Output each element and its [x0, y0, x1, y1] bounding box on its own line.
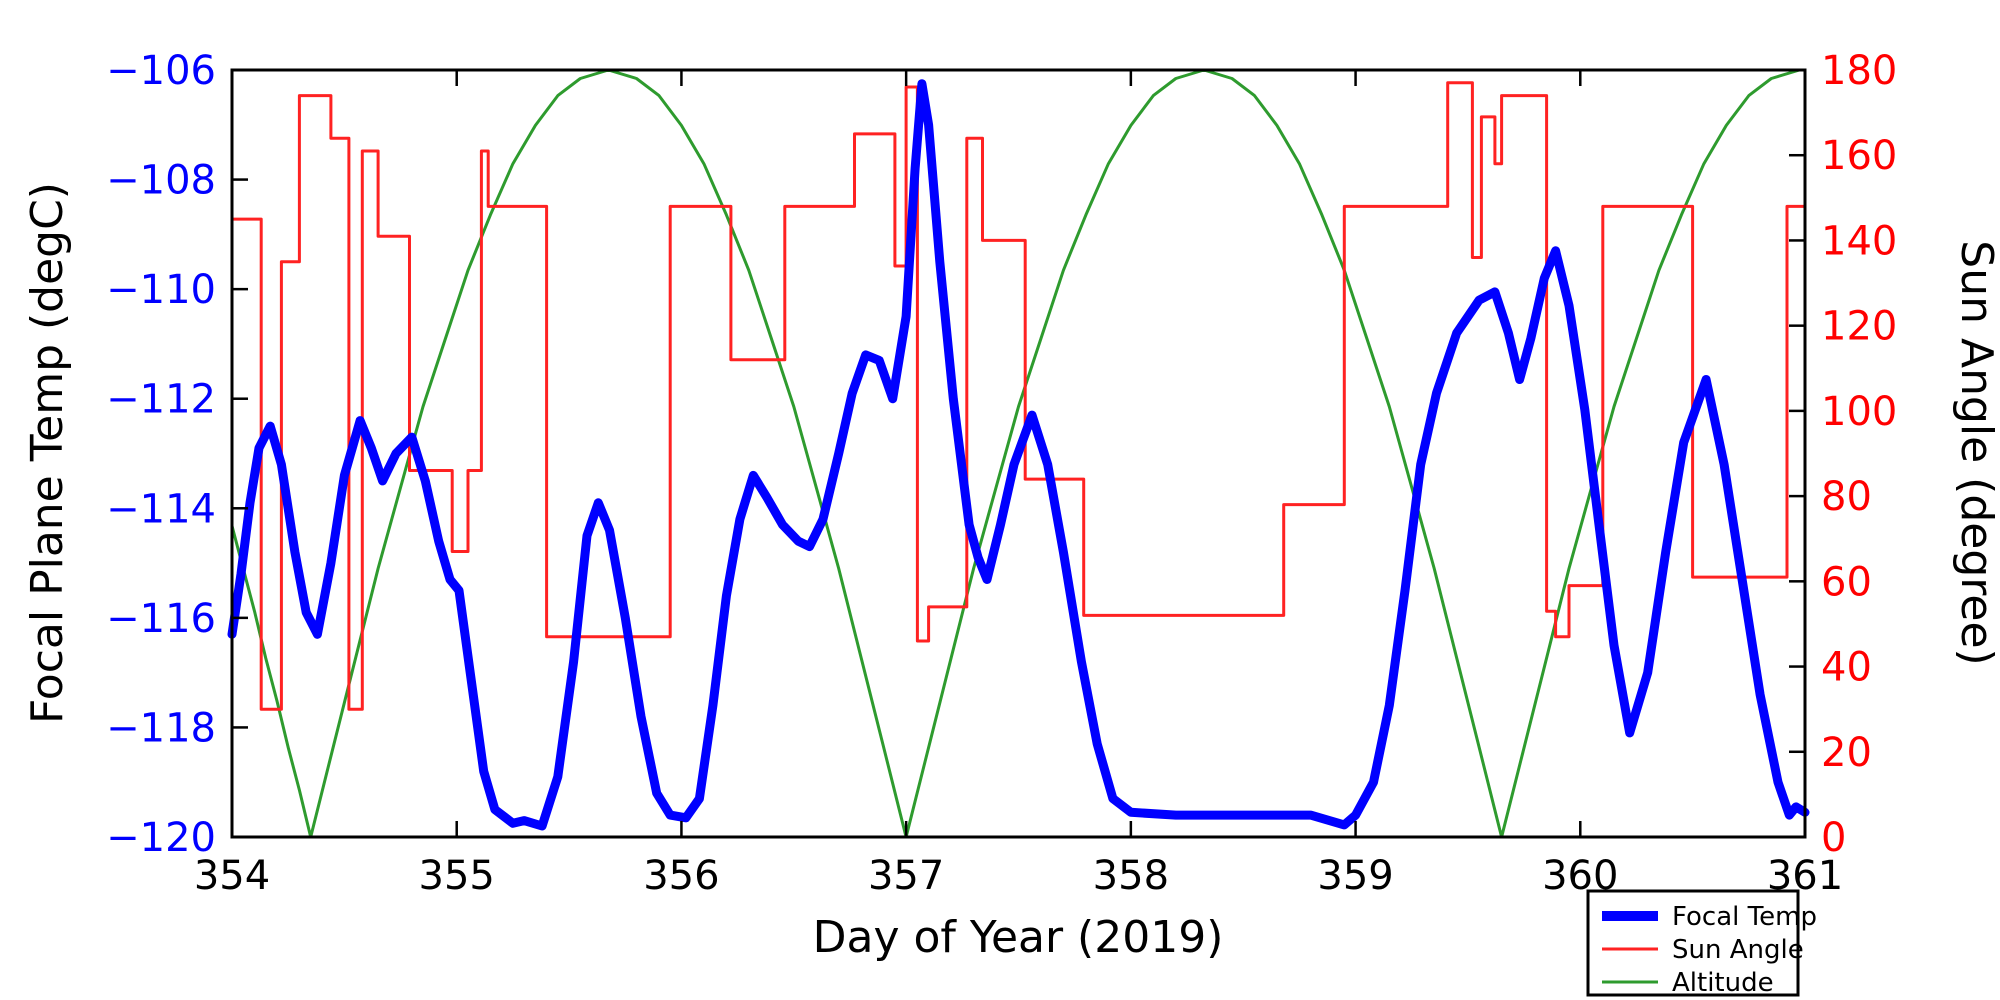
y-left-tick-label: −120: [106, 815, 216, 861]
ticks-group: [230, 68, 1807, 839]
y-left-tick-label: −108: [106, 158, 216, 204]
plot-border: [230, 68, 1807, 839]
x-tick-label: 358: [1093, 853, 1169, 899]
legend-label-focal-temp: Focal Temp: [1672, 902, 1817, 932]
y-right-tick-label: 0: [1821, 815, 1846, 861]
y-right-tick-label: 60: [1821, 559, 1872, 605]
x-tick-label: 355: [419, 853, 495, 899]
series-line-altitude: [230, 68, 1807, 839]
x-tick-label: 359: [1317, 853, 1393, 899]
y-left-tick-label: −106: [106, 48, 216, 94]
legend-label-sun-angle: Sun Angle: [1672, 935, 1804, 965]
tick-labels-group: 354 355 356 357 358 359 360 361−106−108−110−112…: [106, 48, 1897, 899]
y-right-tick-label: 120: [1821, 304, 1897, 350]
y-right-tick-label: 180: [1821, 48, 1897, 94]
y-right-axis-title: Sun Angle (degree): [1951, 240, 2000, 665]
y-left-tick-label: −118: [106, 705, 216, 751]
y-right-tick-label: 160: [1821, 133, 1897, 179]
y-right-tick-label: 140: [1821, 218, 1897, 264]
y-left-tick-label: −110: [106, 267, 216, 313]
y-right-tick-label: 100: [1821, 389, 1897, 435]
y-right-tick-label: 80: [1821, 474, 1872, 520]
x-axis-title: Day of Year (2019): [813, 912, 1224, 963]
series-line-focal-temp: [227, 79, 1810, 831]
y-left-tick-label: −114: [106, 486, 216, 532]
series-group: [227, 68, 1810, 839]
x-tick-label: 354: [194, 853, 270, 899]
legend-box: [1586, 889, 1800, 997]
y-left-tick-label: −116: [106, 596, 216, 642]
x-tick-label: 356: [643, 853, 719, 899]
series-line-sun-angle: [230, 81, 1807, 711]
y-left-axis-title: Focal Plane Temp (degC): [22, 182, 73, 724]
x-tick-label: 357: [868, 853, 944, 899]
legend-label-altitude: Altitude: [1672, 968, 1774, 998]
y-left-tick-label: −112: [106, 377, 216, 423]
y-right-tick-label: 40: [1821, 645, 1872, 691]
y-right-tick-label: 20: [1821, 730, 1872, 776]
